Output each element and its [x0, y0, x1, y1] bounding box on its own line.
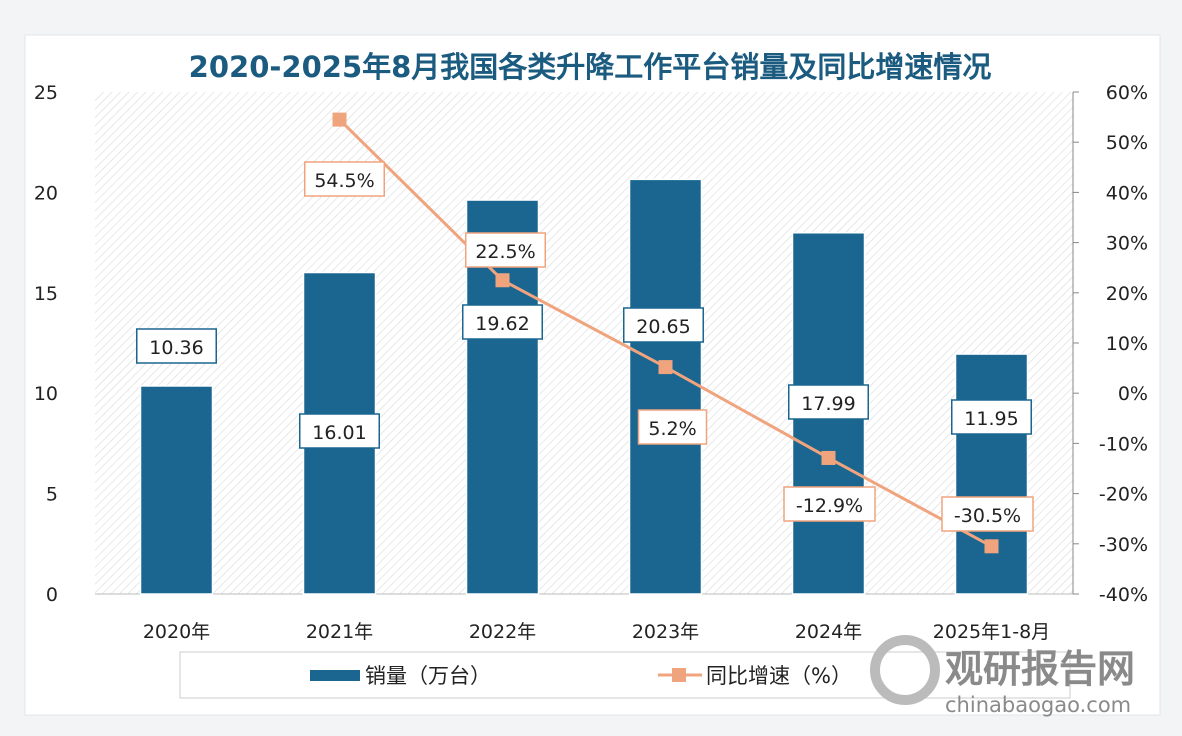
legend-line-swatch	[658, 668, 702, 682]
data-labels: 10.36 16.01 19.62 20.65 17.99 11.95 54.5% 22.5%…	[136, 161, 1034, 532]
left-tick-label: 0	[46, 584, 58, 606]
legend-bar-swatch	[310, 670, 360, 681]
x-tick-label: 2022年	[469, 621, 536, 643]
bar-value-label: 16.01	[312, 422, 366, 444]
bar-value-label-box	[788, 384, 869, 420]
chart-title: 2020-2025年8月我国各类升降工作平台销量及同比增速情况	[189, 50, 992, 84]
legend-line-label: 同比增速（%）	[706, 664, 852, 688]
growth-value-label: 22.5%	[475, 241, 535, 263]
line-point	[495, 273, 510, 288]
watermark: 观研报告网 chinabaogao.com	[870, 635, 1135, 717]
line-point	[658, 360, 673, 375]
bar-value-label: 10.36	[149, 337, 203, 359]
right-tick-label: -40%	[1099, 584, 1148, 606]
legend-bar-label: 销量（万台）	[365, 664, 491, 688]
growth-value-label-box	[783, 486, 876, 522]
right-tick-label: -10%	[1099, 433, 1148, 455]
right-tick-label: -20%	[1099, 484, 1148, 506]
right-tick-label: 0%	[1118, 383, 1148, 405]
bar-value-label-box	[299, 413, 380, 449]
line-point	[332, 112, 347, 127]
bar	[139, 385, 214, 595]
right-axis-ticks: -40% -30% -20% -10% 0% 10% 20% 30% 40% 50% 60%	[1073, 82, 1148, 606]
x-axis-ticks: 2020年 2021年 2022年 2023年 2024年 2025年1-8月	[143, 621, 1050, 643]
right-tick-label: 10%	[1106, 333, 1148, 355]
growth-value-label-box	[304, 161, 385, 197]
right-tick-label: 20%	[1106, 283, 1148, 305]
growth-value-label: 54.5%	[314, 170, 374, 192]
bar	[954, 353, 1029, 595]
bar-value-label-box	[951, 399, 1032, 435]
bar-value-label-box	[462, 304, 543, 340]
watermark-site: chinabaogao.com	[945, 693, 1131, 717]
bar-value-label-box	[623, 307, 704, 343]
bar-value-label: 20.65	[636, 316, 690, 338]
left-tick-label: 5	[46, 484, 58, 506]
right-tick-label: 40%	[1106, 182, 1148, 204]
left-axis-ticks: 0 5 10 15 20 25	[34, 82, 58, 606]
left-tick-label: 10	[34, 383, 58, 405]
right-tick-label: 60%	[1106, 82, 1148, 104]
growth-value-label-box	[465, 232, 546, 268]
bar-value-label: 11.95	[964, 408, 1018, 430]
x-tick-label: 2023年	[632, 621, 699, 643]
growth-value-label-box	[637, 409, 708, 445]
growth-value-label-box	[941, 496, 1034, 532]
growth-value-label: -12.9%	[796, 495, 863, 517]
right-tick-label: 30%	[1106, 233, 1148, 255]
bar-value-label: 17.99	[801, 393, 855, 415]
right-tick-label: 50%	[1106, 132, 1148, 154]
x-tick-label: 2020年	[143, 621, 210, 643]
x-tick-label: 2021年	[306, 621, 373, 643]
plot-area	[95, 92, 1073, 594]
growth-value-label: -30.5%	[954, 505, 1021, 527]
bar	[628, 178, 703, 595]
growth-line	[332, 112, 999, 554]
left-tick-label: 25	[34, 82, 58, 104]
x-tick-label: 2025年1-8月	[933, 621, 1050, 643]
x-tick-label: 2024年	[795, 621, 862, 643]
left-tick-label: 15	[34, 283, 58, 305]
line-point	[821, 450, 836, 465]
right-tick-label: -30%	[1099, 534, 1148, 556]
bar-value-label: 19.62	[475, 313, 529, 335]
line-point	[984, 539, 999, 554]
bar-value-label-box	[136, 328, 217, 364]
watermark-brand: 观研报告网	[945, 647, 1135, 691]
growth-value-label: 5.2%	[648, 418, 696, 440]
left-tick-label: 20	[34, 182, 58, 204]
